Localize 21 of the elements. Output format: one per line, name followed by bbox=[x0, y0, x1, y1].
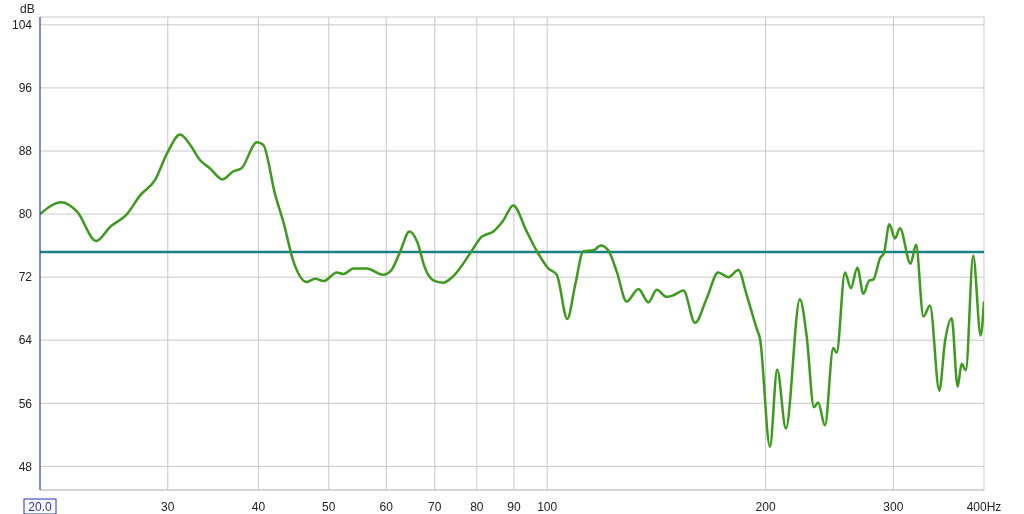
y-tick-label: 48 bbox=[18, 459, 33, 474]
x-tick-label: 20.0 bbox=[28, 500, 52, 514]
x-tick-label: 50 bbox=[322, 500, 336, 514]
y-tick-label: 72 bbox=[18, 270, 33, 285]
x-tick-label: 90 bbox=[507, 500, 521, 514]
x-tick-label: 60 bbox=[379, 500, 394, 514]
x-tick-label: 30 bbox=[161, 500, 175, 514]
x-tick-label: 400Hz bbox=[966, 500, 1002, 514]
y-tick-label: 64 bbox=[18, 333, 33, 348]
y-tick-label: 96 bbox=[18, 81, 33, 96]
y-tick-label: 88 bbox=[18, 144, 33, 159]
x-tick-label: 80 bbox=[470, 500, 484, 514]
x-tick-label: 40 bbox=[251, 500, 266, 514]
y-axis-title: dB bbox=[20, 2, 35, 16]
x-tick-label: 300 bbox=[883, 500, 904, 514]
x-tick-label: 100 bbox=[537, 500, 558, 514]
x-tick-label: 70 bbox=[428, 500, 442, 514]
x-tick-label: 200 bbox=[755, 500, 776, 514]
y-tick-label: 80 bbox=[18, 207, 33, 222]
y-tick-label: 104 bbox=[11, 18, 33, 33]
y-tick-label: 56 bbox=[18, 396, 33, 411]
